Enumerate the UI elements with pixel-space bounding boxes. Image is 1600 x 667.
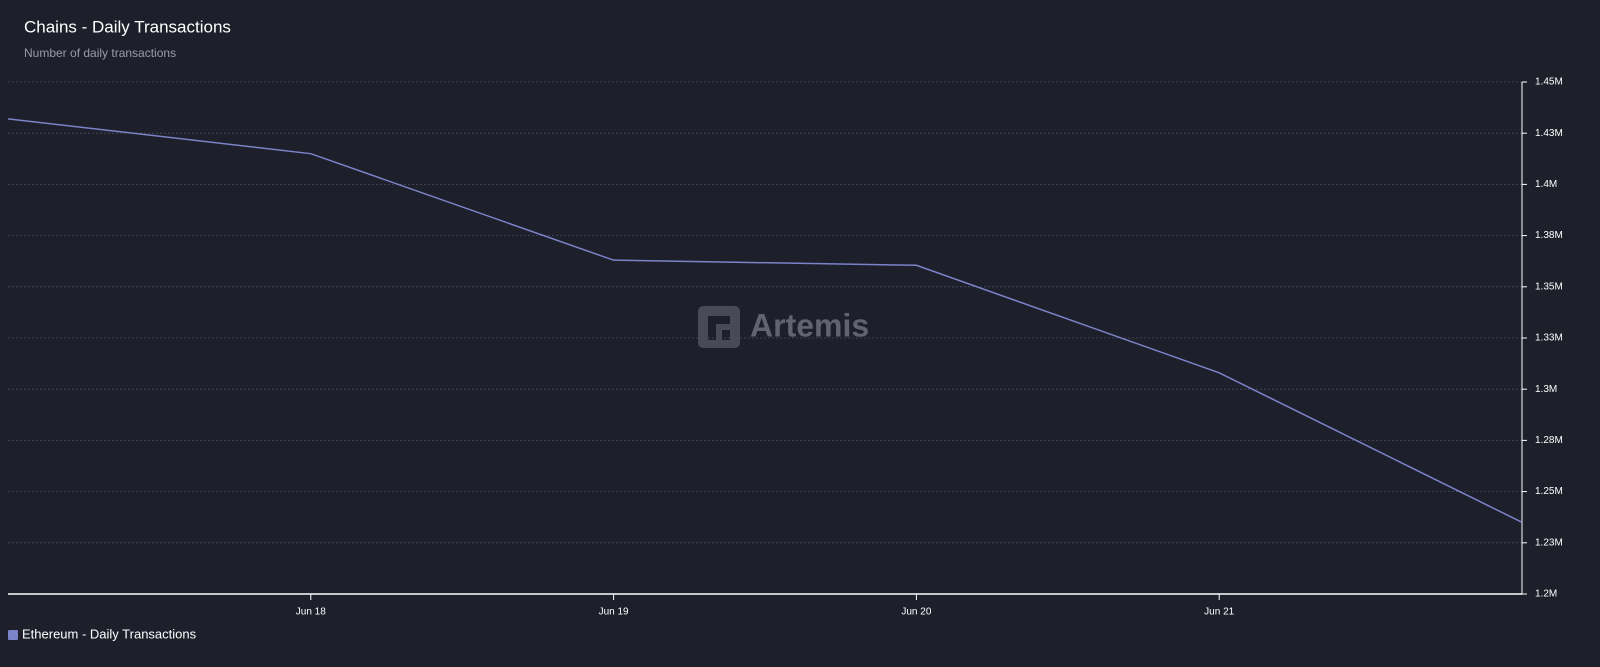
x-tick-label: Jun 20: [901, 607, 931, 618]
line-series: [7, 118, 1523, 523]
watermark-logo: [698, 306, 740, 348]
y-tick-label: 1.28M: [1535, 435, 1563, 446]
legend-swatch: [8, 630, 18, 640]
y-tick-label: 1.38M: [1535, 230, 1563, 241]
y-tick-label: 1.43M: [1535, 128, 1563, 139]
y-tick-label: 1.3M: [1535, 384, 1557, 395]
x-tick-label: Jun 19: [599, 607, 629, 618]
legend-label: Ethereum - Daily Transactions: [22, 626, 197, 641]
y-tick-label: 1.23M: [1535, 537, 1563, 548]
watermark: Artemis: [750, 307, 869, 343]
chart-title: Chains - Daily Transactions: [24, 17, 231, 36]
y-tick-label: 1.2M: [1535, 589, 1557, 600]
y-tick-label: 1.35M: [1535, 281, 1563, 292]
y-tick-label: 1.45M: [1535, 77, 1563, 88]
y-tick-label: 1.25M: [1535, 486, 1563, 497]
x-tick-label: Jun 18: [296, 607, 326, 618]
x-tick-label: Jun 21: [1204, 607, 1234, 618]
y-tick-label: 1.4M: [1535, 179, 1557, 190]
chart-subtitle: Number of daily transactions: [24, 46, 176, 60]
y-tick-label: 1.33M: [1535, 333, 1563, 344]
